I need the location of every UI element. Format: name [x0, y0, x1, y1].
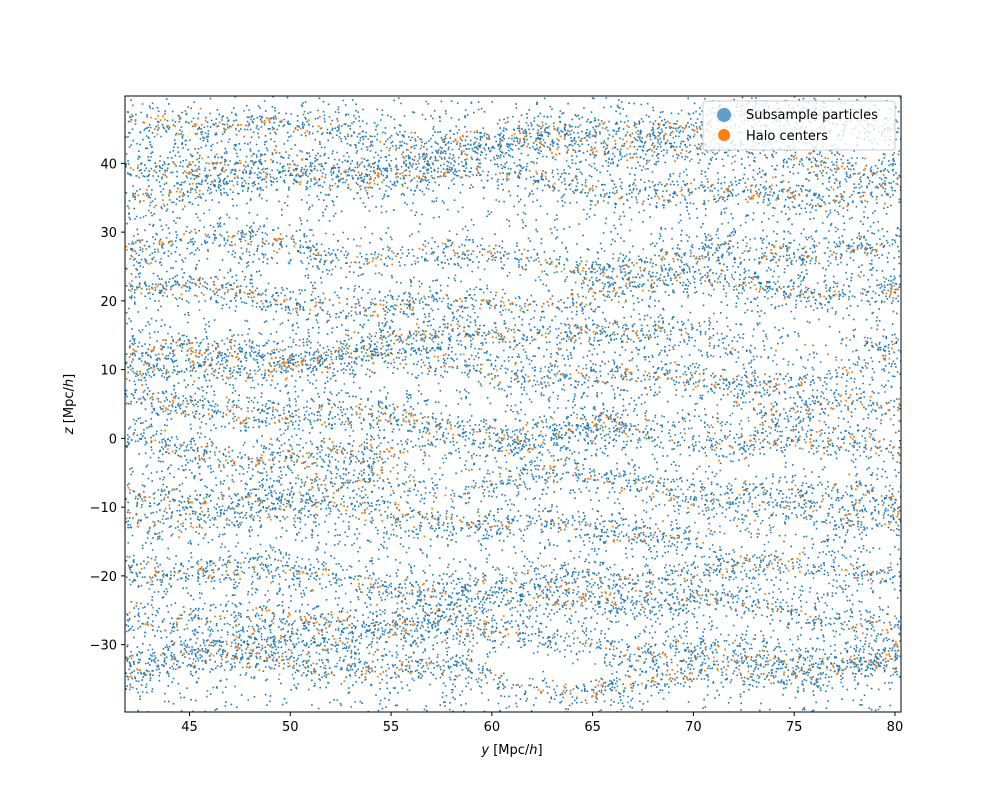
y-tick-label: −20	[90, 570, 117, 585]
x-tick-label: 70	[685, 720, 702, 735]
y-tick-label: 20	[100, 295, 117, 310]
legend-label-particles: Subsample particles	[746, 108, 878, 123]
y-tick-label: 0	[109, 432, 117, 447]
y-axis-ticks: −30 −20 −10 0 10 20 30 40	[90, 157, 125, 654]
x-tick-label: 55	[383, 720, 400, 735]
x-tick-label: 60	[484, 720, 501, 735]
x-tick-label: 80	[887, 720, 904, 735]
x-tick-label: 45	[181, 720, 198, 735]
legend: Subsample particles Halo centers	[702, 100, 896, 151]
legend-marker-halos	[718, 129, 730, 141]
plot-points	[125, 96, 901, 712]
legend-label-halos: Halo centers	[746, 129, 828, 144]
plot-frame	[124, 95, 902, 713]
y-tick-label: 10	[100, 364, 117, 379]
x-axis-ticks: 45 50 55 60 65 70 75 80	[181, 712, 903, 735]
legend-marker-particles	[717, 108, 731, 122]
legend-box	[702, 100, 896, 151]
x-tick-label: 75	[786, 720, 803, 735]
y-tick-label: −10	[90, 501, 117, 516]
y-tick-label: −30	[90, 639, 117, 654]
x-tick-label: 50	[282, 720, 299, 735]
x-tick-label: 65	[584, 720, 601, 735]
y-tick-label: 40	[100, 157, 117, 172]
y-tick-label: 30	[100, 226, 117, 241]
x-axis-label: y [Mpc/h]	[480, 743, 542, 758]
y-axis-label: z [Mpc/h]	[62, 374, 77, 435]
